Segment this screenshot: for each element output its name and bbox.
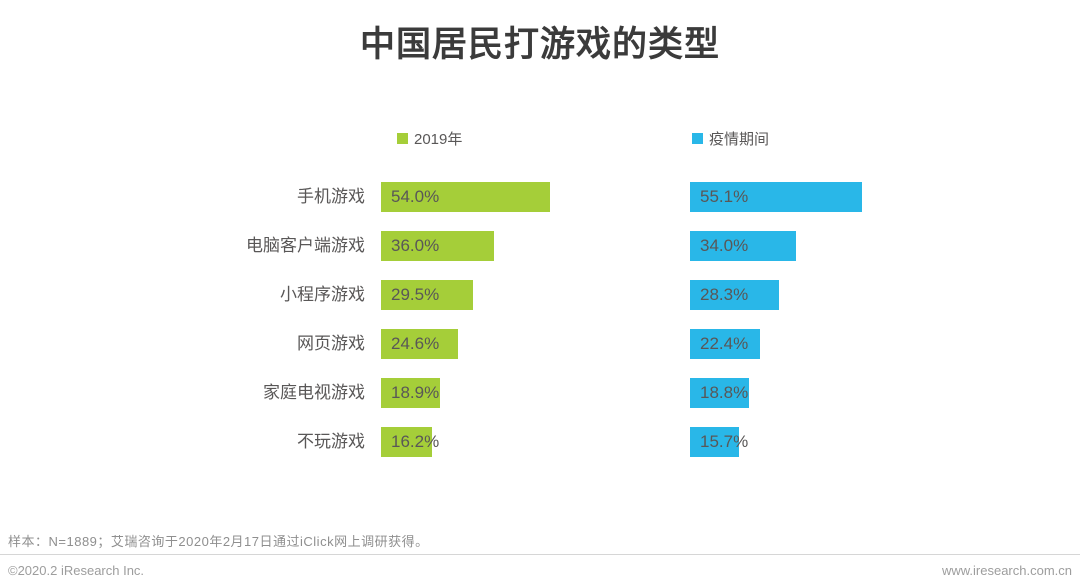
category-label: 小程序游戏 [280,285,365,304]
chart-row: 不玩游戏 16.2% 15.7% [0,427,1080,457]
website-text: www.iresearch.com.cn [941,563,1072,578]
bar-value-label: 34.0% [700,236,749,255]
category-label: 家庭电视游戏 [263,383,365,402]
bar-2019: 54.0% [381,182,550,212]
legend-item-epidemic: 疫情期间 [692,129,770,148]
bar-epidemic: 22.4% [690,329,760,359]
bar-epidemic: 18.8% [690,378,749,408]
bar-value-label: 18.8% [700,383,749,402]
category-label: 手机游戏 [297,187,365,206]
copyright-text: ©2020.2 iResearch Inc. [8,563,145,578]
bar-value-label: 24.6% [391,334,440,353]
bar-chart: 手机游戏 54.0% 55.1% 电脑客户端游戏 36.0% 34.0% 小程序… [0,182,1080,476]
bar-value-label: 16.2% [391,432,440,451]
bar-epidemic: 55.1% [690,182,862,212]
bar-value-label: 22.4% [700,334,749,353]
chart-row: 小程序游戏 29.5% 28.3% [0,280,1080,310]
legend-swatch-blue [692,132,703,144]
bar-2019: 29.5% [381,280,473,310]
bar-value-label: 55.1% [700,187,749,206]
bar-epidemic: 15.7% [690,427,748,457]
bar-value-label: 28.3% [700,285,749,304]
bar-epidemic: 28.3% [690,280,779,310]
chart-row: 电脑客户端游戏 36.0% 34.0% [0,231,1080,261]
chart-row: 网页游戏 24.6% 22.4% [0,329,1080,359]
bar-2019: 16.2% [381,427,439,457]
legend-label: 疫情期间 [709,130,770,148]
sample-note: 样本：N=1889；艾瑞咨询于2020年2月17日通过iClick网上调研获得。 [8,534,429,549]
legend-item-2019: 2019年 [397,129,463,148]
bar-value-label: 15.7% [700,432,749,451]
bar-2019: 18.9% [381,378,440,408]
bar-value-label: 18.9% [391,383,440,402]
category-label: 不玩游戏 [297,432,365,451]
bar-2019: 24.6% [381,329,458,359]
footer-divider [0,554,1080,555]
chart-title: 中国居民打游戏的类型 [359,25,720,64]
category-label: 网页游戏 [297,334,365,353]
legend: 2019年 疫情期间 [0,129,1080,148]
bar-value-label: 54.0% [391,187,440,206]
chart-row: 家庭电视游戏 18.9% 18.8% [0,378,1080,408]
legend-swatch-green [397,132,408,144]
legend-label: 2019年 [414,130,463,148]
bar-epidemic: 34.0% [690,231,796,261]
bar-value-label: 29.5% [391,285,440,304]
bar-value-label: 36.0% [391,236,440,255]
bar-2019: 36.0% [381,231,494,261]
chart-row: 手机游戏 54.0% 55.1% [0,182,1080,212]
category-label: 电脑客户端游戏 [246,236,365,255]
